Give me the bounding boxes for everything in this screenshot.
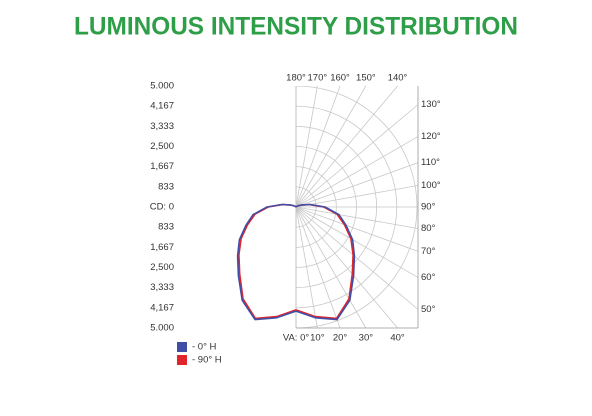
grid-radial bbox=[295, 206, 419, 310]
r-tick-label: 833 bbox=[158, 181, 174, 192]
grid-radial bbox=[295, 206, 419, 229]
grid-radial bbox=[295, 85, 318, 208]
angle-tick-label: 80° bbox=[421, 223, 436, 234]
angle-tick-label: 170° bbox=[308, 73, 328, 84]
r-tick-label: 3,333 bbox=[150, 282, 174, 293]
grid-radial bbox=[295, 85, 398, 208]
intensity-curve bbox=[295, 203, 356, 321]
angle-tick-label: 90° bbox=[421, 202, 436, 213]
grid-radial bbox=[295, 206, 419, 278]
angle-tick-label: 10° bbox=[310, 333, 325, 344]
grid-radial bbox=[295, 206, 419, 252]
angle-tick-label: 150° bbox=[356, 73, 376, 84]
r-tick-label: 5.000 bbox=[150, 323, 174, 334]
legend-label: - 90° H bbox=[192, 355, 222, 366]
angle-tick-label: 130° bbox=[421, 99, 441, 110]
r-tick-label: 5.000 bbox=[150, 81, 174, 92]
grid-radial bbox=[295, 206, 398, 329]
r-tick-label: 4,167 bbox=[150, 302, 174, 313]
angle-tick-label: 140° bbox=[388, 73, 408, 84]
grid-radial bbox=[295, 206, 367, 329]
legend-swatch bbox=[177, 355, 187, 365]
grid-radial bbox=[295, 136, 419, 208]
r-tick-label: 2,500 bbox=[150, 141, 174, 152]
grid-radial bbox=[295, 85, 341, 208]
angle-tick-label: 30° bbox=[359, 333, 374, 344]
r-tick-label: 1,667 bbox=[150, 242, 174, 253]
r-tick-label: CD: 0 bbox=[150, 202, 174, 213]
r-tick-label: 3,333 bbox=[150, 121, 174, 132]
grid-radial bbox=[295, 104, 419, 208]
angle-tick-label: VA: 0° bbox=[283, 333, 310, 344]
legend-swatch bbox=[177, 342, 187, 352]
angle-tick-label: 50° bbox=[421, 304, 436, 315]
r-tick-label: 1,667 bbox=[150, 161, 174, 172]
grid-radial bbox=[295, 185, 419, 208]
chart-title: LUMINOUS INTENSITY DISTRIBUTION bbox=[74, 13, 518, 41]
angle-tick-label: 70° bbox=[421, 246, 436, 257]
legend-label: - 0° H bbox=[192, 342, 217, 353]
grid-radial bbox=[295, 206, 341, 329]
angle-tick-label: 120° bbox=[421, 131, 441, 142]
grid-radial bbox=[295, 206, 318, 329]
angle-tick-label: 40° bbox=[390, 333, 405, 344]
angle-tick-label: 60° bbox=[421, 272, 436, 283]
grid-radial bbox=[295, 85, 367, 208]
grid-radial bbox=[295, 162, 419, 208]
r-tick-label: 4,167 bbox=[150, 101, 174, 112]
r-tick-label: 2,500 bbox=[150, 262, 174, 273]
angle-tick-label: 180° bbox=[286, 73, 306, 84]
angle-tick-label: 100° bbox=[421, 180, 441, 191]
angle-tick-label: 160° bbox=[330, 73, 350, 84]
angle-tick-label: 20° bbox=[333, 333, 348, 344]
r-tick-label: 833 bbox=[158, 222, 174, 233]
intensity-curve-mirror bbox=[236, 203, 297, 321]
angle-tick-label: 110° bbox=[421, 157, 440, 168]
